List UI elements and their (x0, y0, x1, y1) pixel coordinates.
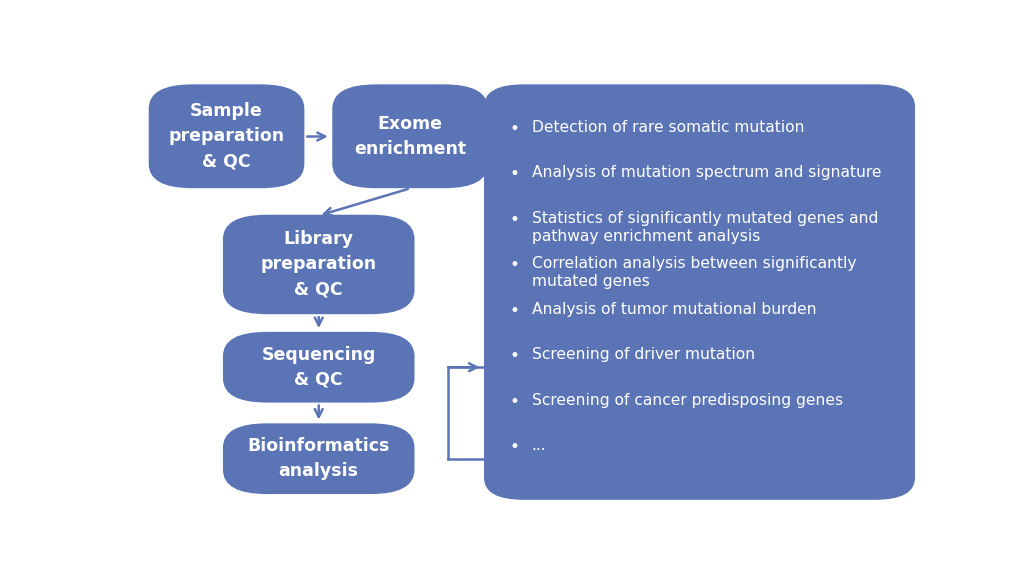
Text: •: • (510, 439, 519, 456)
Text: •: • (510, 256, 519, 274)
Text: •: • (510, 347, 519, 365)
Text: •: • (510, 302, 519, 320)
Text: Sample
preparation
& QC: Sample preparation & QC (169, 102, 284, 170)
Text: Exome
enrichment: Exome enrichment (354, 115, 467, 158)
Text: Detection of rare somatic mutation: Detection of rare somatic mutation (531, 120, 804, 135)
FancyBboxPatch shape (333, 84, 488, 188)
Text: •: • (510, 211, 519, 229)
Text: Screening of driver mutation: Screening of driver mutation (531, 347, 755, 362)
Text: ...: ... (531, 439, 547, 453)
Text: Library
preparation
& QC: Library preparation & QC (261, 230, 377, 298)
Text: Analysis of mutation spectrum and signature: Analysis of mutation spectrum and signat… (531, 165, 882, 180)
Text: Bioinformatics
analysis: Bioinformatics analysis (247, 437, 390, 480)
FancyBboxPatch shape (148, 84, 305, 188)
Text: •: • (510, 120, 519, 138)
Text: Statistics of significantly mutated genes and
pathway enrichment analysis: Statistics of significantly mutated gene… (531, 211, 879, 244)
Text: •: • (510, 165, 519, 183)
Text: •: • (510, 393, 519, 411)
FancyBboxPatch shape (222, 424, 414, 494)
Text: Analysis of tumor mutational burden: Analysis of tumor mutational burden (531, 302, 817, 317)
FancyBboxPatch shape (222, 332, 414, 402)
FancyBboxPatch shape (222, 215, 414, 314)
Text: Screening of cancer predisposing genes: Screening of cancer predisposing genes (531, 393, 843, 408)
FancyBboxPatch shape (484, 84, 915, 500)
Text: Sequencing
& QC: Sequencing & QC (262, 346, 376, 389)
Text: Correlation analysis between significantly
mutated genes: Correlation analysis between significant… (531, 256, 856, 289)
